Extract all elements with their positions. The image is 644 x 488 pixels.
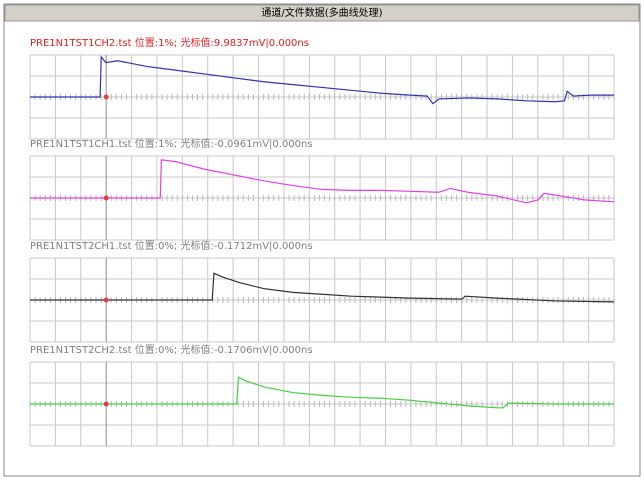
cursor-dot — [103, 195, 109, 201]
waveform — [30, 272, 615, 303]
window-title: 通道/文件数据(多曲线处理) — [261, 6, 382, 19]
waveform — [30, 376, 614, 409]
waveform — [30, 159, 615, 204]
cursor-dot — [103, 94, 109, 100]
panel-header: PRE1N1TST2CH2.tst 位置:0%; 光标值:-0.1706mV|0… — [30, 343, 313, 356]
panel-header: PRE1N1TST1CH1.tst 位置:1%; 光标值:-0.0961mV|0… — [30, 137, 313, 150]
panel-header: PRE1N1TST1CH2.tst 位置:1%; 光标值:9.9837mV|0.… — [30, 36, 309, 49]
title-bar — [4, 4, 640, 22]
cursor-dot — [103, 401, 109, 407]
cursor-dot — [103, 297, 109, 303]
panel-header: PRE1N1TST2CH1.tst 位置:0%; 光标值:-0.1712mV|0… — [30, 239, 313, 252]
waveform — [30, 55, 614, 105]
